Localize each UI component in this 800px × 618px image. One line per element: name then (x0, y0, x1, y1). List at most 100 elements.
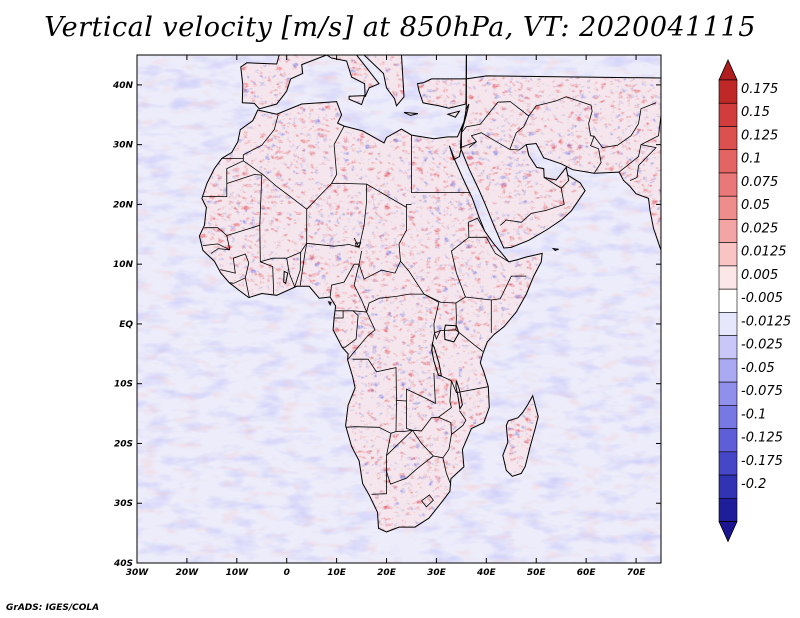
country-border (468, 132, 527, 151)
country-border (439, 374, 489, 394)
country-border (411, 135, 471, 193)
country-borders (202, 96, 661, 508)
lat-tick-label: 10S (114, 380, 133, 390)
colorbar-swatch (718, 498, 738, 522)
colorbar-swatch (718, 335, 738, 360)
lat-tick-label: 20N (113, 200, 134, 210)
country-border (386, 429, 414, 456)
colorbar-swatch (718, 288, 738, 313)
grads-credit: GrADS: IGES/COLA (6, 603, 100, 613)
plot-frame (136, 54, 662, 564)
colorbar-label: 0.005 (741, 268, 778, 283)
country-border (204, 227, 228, 236)
country-border (220, 253, 250, 278)
colorbar-swatch (718, 102, 738, 127)
country-border (468, 236, 510, 263)
colorbar-label: -0.05 (741, 361, 775, 376)
country-border (329, 263, 360, 298)
country-border (431, 332, 435, 351)
country-border (412, 416, 452, 459)
colorbar-swatch (718, 195, 738, 220)
country-border (461, 101, 499, 133)
country-border (560, 175, 570, 189)
country-border (434, 330, 441, 334)
country-border (260, 225, 308, 263)
lat-tick-label: 40S (113, 559, 133, 569)
lon-tick-label: 70E (627, 568, 647, 578)
country-border (286, 258, 296, 288)
colorbar-swatch (718, 381, 738, 406)
colorbar-label: -0.175 (741, 454, 783, 469)
colorbar-swatch (718, 126, 738, 151)
lon-tick-label: 20E (377, 568, 397, 578)
lat-tick-label: 10N (113, 260, 134, 270)
country-border (629, 144, 657, 181)
country-border (497, 101, 530, 150)
colorbar-swatch (718, 265, 738, 290)
country-border (335, 310, 367, 313)
colorbar-label: -0.0125 (741, 314, 791, 329)
country-border (406, 204, 412, 208)
lat-tick-label: 40N (112, 81, 134, 91)
country-border (242, 114, 308, 226)
colorbar-swatch (718, 428, 738, 453)
country-border (226, 174, 263, 250)
colorbar-swatch (718, 474, 738, 499)
lat-tick-label: 30N (113, 141, 134, 151)
country-border (202, 160, 244, 197)
colorbar-label: -0.075 (741, 384, 783, 399)
sicily-coast (348, 95, 366, 106)
longitude-axis: 30W 20W 10W 0 10E 20E 30E 40E 50E 60E 70E (126, 55, 646, 578)
colorbar-label: 0.025 (741, 221, 778, 236)
country-border (442, 457, 452, 485)
lon-tick-label: 40E (476, 568, 497, 578)
country-border (468, 217, 486, 232)
lake-volta (283, 270, 289, 285)
bioko-coast (327, 301, 332, 307)
lat-tick-label: 20S (114, 439, 133, 449)
country-border (400, 222, 470, 304)
colorbar-label: -0.025 (741, 338, 783, 353)
colorbar-swatch (718, 219, 738, 243)
lat-tick-label: 30S (114, 499, 133, 509)
country-border (292, 286, 295, 289)
lat-tick-label: EQ (119, 320, 133, 330)
socotra-coast (551, 247, 559, 251)
country-border (434, 329, 456, 340)
lon-tick-label: 30E (427, 568, 447, 578)
country-border (528, 96, 657, 149)
lon-tick-label: 10W (226, 568, 250, 578)
country-border (259, 225, 275, 295)
country-border (333, 310, 344, 319)
country-border (342, 310, 359, 348)
country-border (358, 183, 407, 280)
crete-coast (403, 111, 419, 116)
arabia-coast (459, 55, 661, 252)
colorbar: 0.175 0.15 0.125 0.1 0.075 0.05 0.025 0.0125 0.0… (718, 59, 791, 543)
colorbar-swatch (718, 358, 738, 383)
coastlines (137, 55, 661, 533)
country-border (345, 400, 397, 434)
colorbar-label: -0.2 (741, 477, 766, 492)
colorbar-label: 0.0125 (741, 245, 787, 260)
country-border (333, 125, 345, 145)
colorbar-cap-bottom (718, 521, 738, 543)
colorbar-label: -0.1 (741, 407, 766, 422)
country-border (386, 455, 434, 485)
europe-coast (137, 55, 661, 110)
country-border (202, 243, 230, 254)
country-border (352, 358, 436, 405)
country-border (421, 494, 434, 508)
colorbar-label: 0.15 (741, 105, 770, 120)
colorbar-label: -0.125 (741, 431, 783, 446)
colorbar-label: 0.175 (741, 82, 778, 97)
colorbar-label: 0.125 (741, 128, 778, 143)
country-border (500, 177, 565, 226)
lon-tick-label: 30W (126, 568, 150, 578)
country-border (353, 264, 424, 314)
colorbar-label: 0.1 (741, 152, 762, 167)
colorbar-swatch (718, 312, 738, 336)
country-border (299, 242, 360, 286)
colorbar-swatch (718, 405, 738, 429)
